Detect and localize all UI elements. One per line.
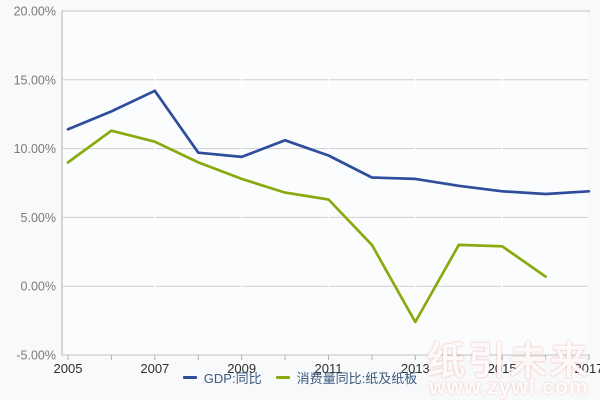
svg-text:2009: 2009: [227, 361, 256, 376]
svg-text:2011: 2011: [315, 361, 343, 376]
svg-text:15.00%: 15.00%: [14, 73, 56, 87]
legend-item-paper: 消费量同比:纸及纸板: [275, 368, 418, 387]
svg-text:2017: 2017: [575, 361, 600, 376]
svg-text:2007: 2007: [140, 361, 169, 376]
svg-text:2015: 2015: [488, 361, 517, 376]
legend-line-swatch-gdp-icon: [182, 376, 197, 379]
svg-text:10.00%: 10.00%: [14, 142, 56, 156]
legend-line-swatch-paper-icon: [275, 376, 290, 379]
svg-text:0.00%: 0.00%: [21, 280, 56, 294]
legend-item-gdp: GDP:同比: [182, 368, 262, 387]
svg-text:2013: 2013: [401, 361, 430, 376]
svg-text:5.00%: 5.00%: [21, 211, 56, 225]
legend-label-paper: 消费量同比:纸及纸板: [296, 371, 418, 386]
legend-label-gdp: GDP:同比: [203, 371, 262, 386]
svg-text:-5.00%: -5.00%: [16, 349, 56, 363]
svg-text:20.00%: 20.00%: [14, 5, 56, 19]
chart-legend: GDP:同比 消费量同比:纸及纸板: [0, 368, 600, 387]
svg-text:2005: 2005: [54, 361, 83, 376]
